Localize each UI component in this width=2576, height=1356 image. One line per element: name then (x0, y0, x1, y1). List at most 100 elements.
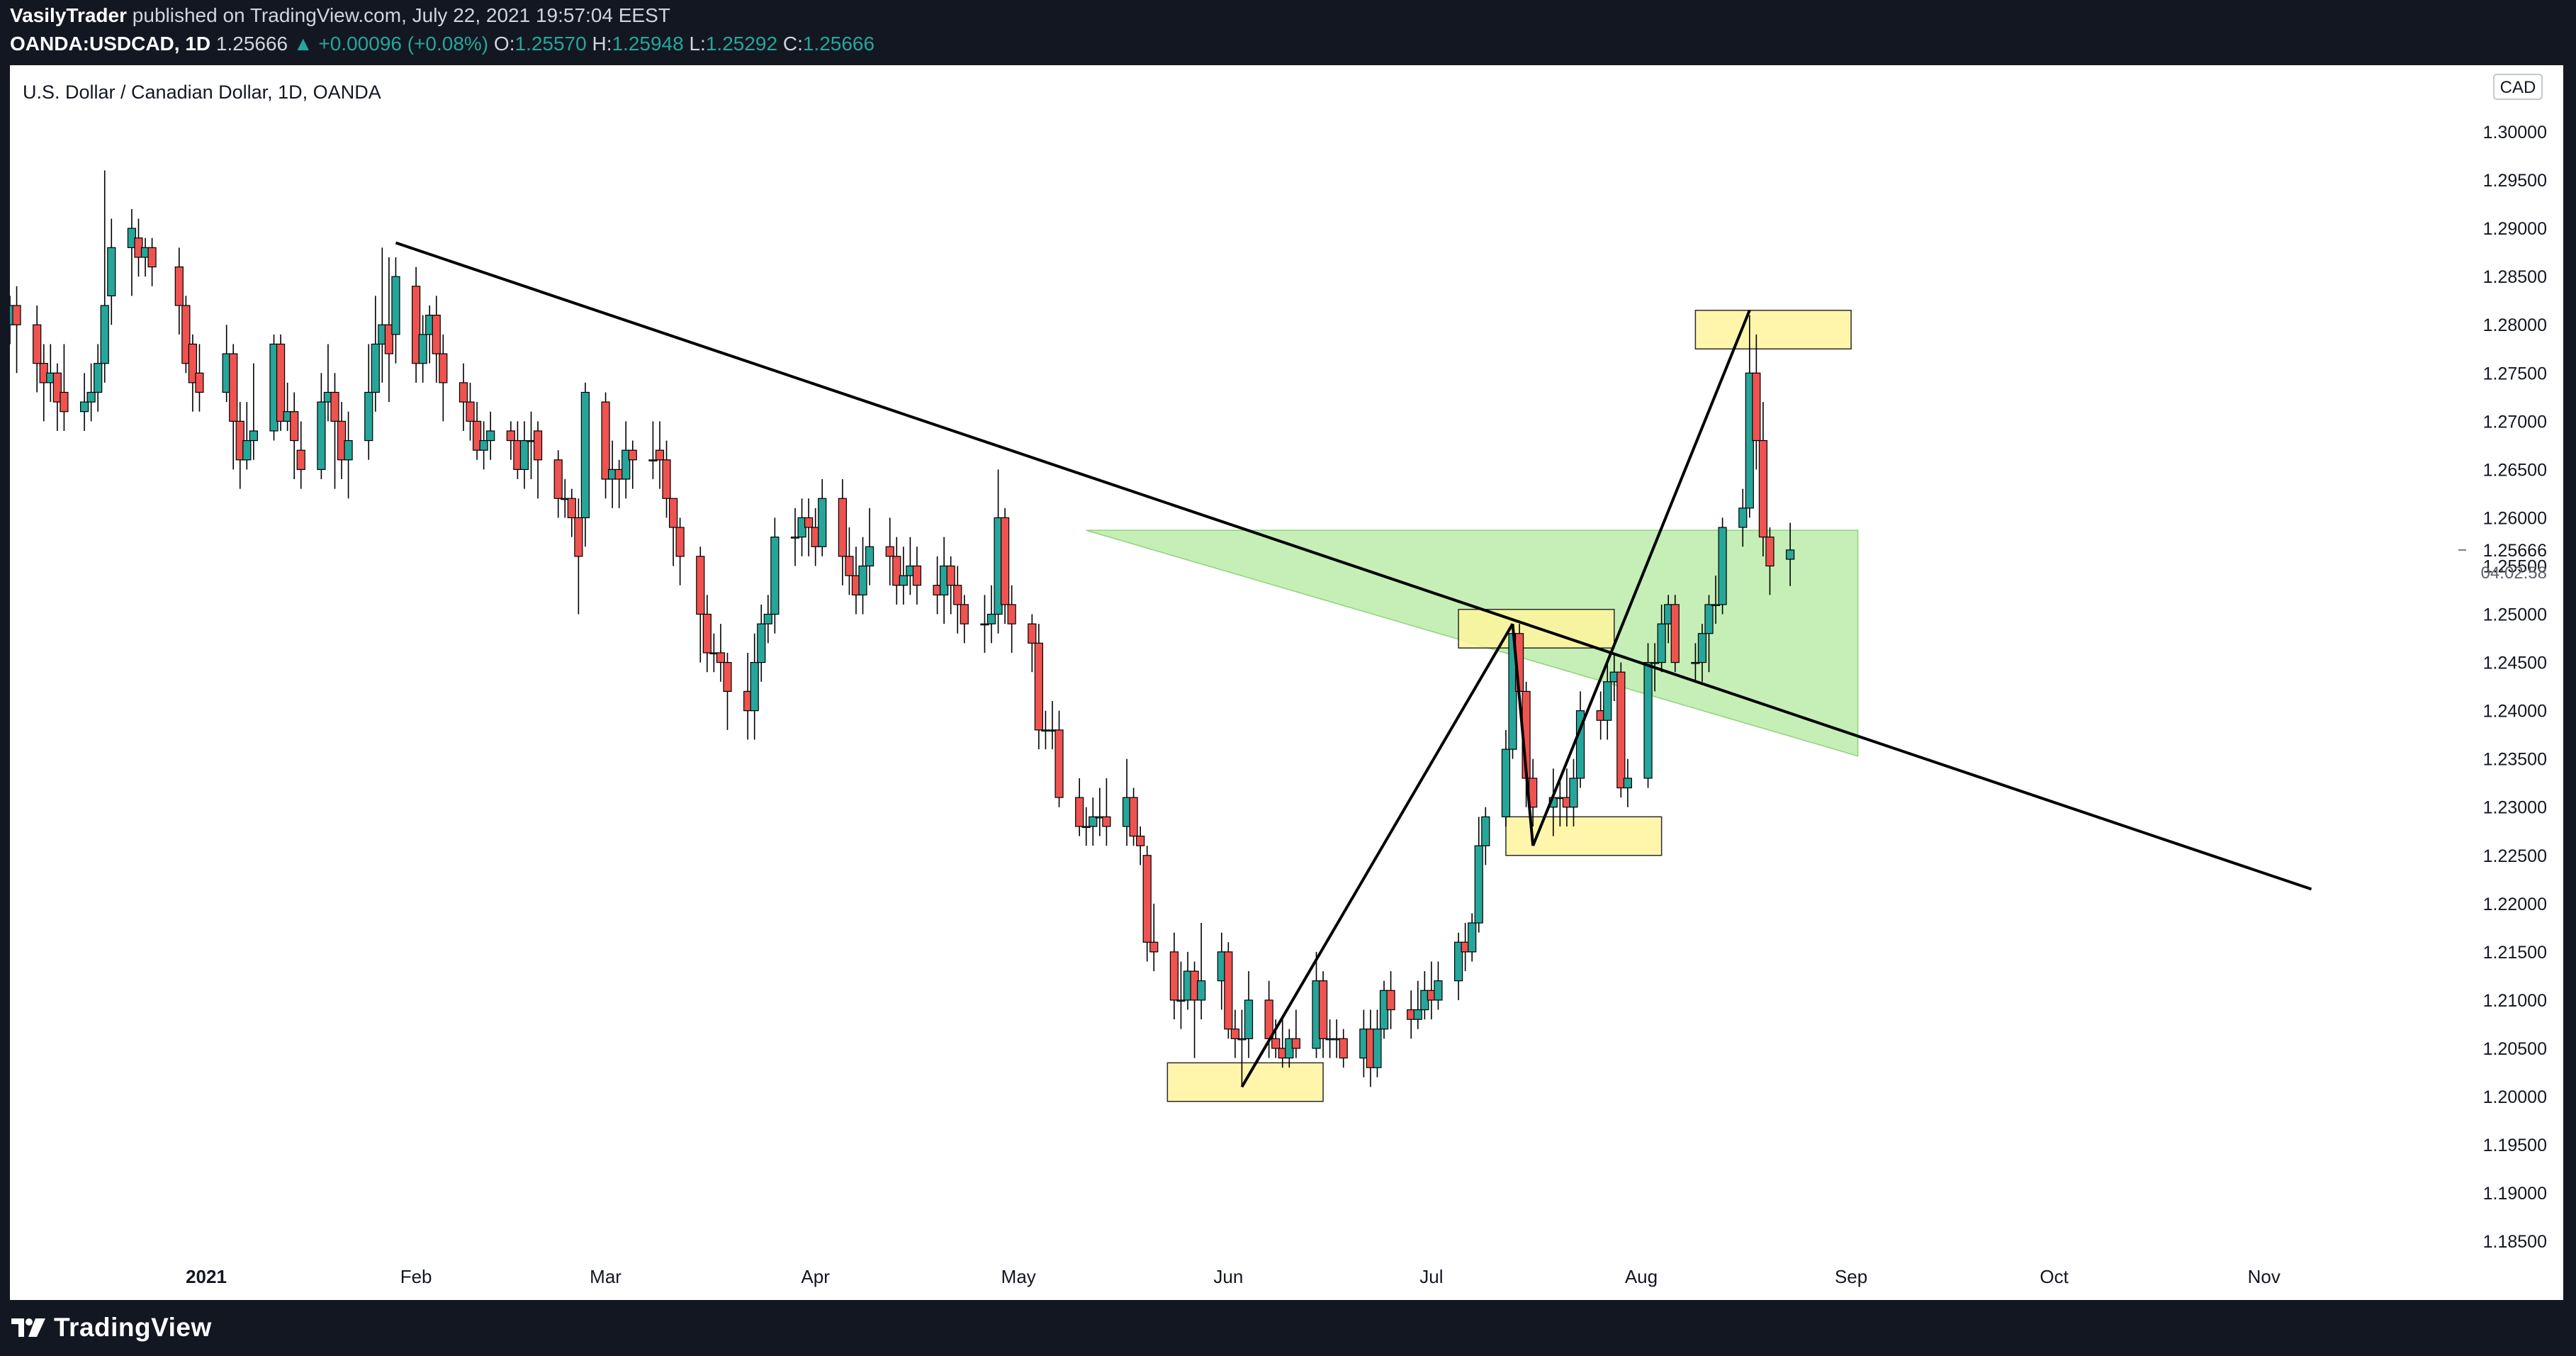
y-tick-label: 1.27000 (2483, 412, 2547, 432)
candle (912, 547, 922, 605)
x-tick-label: Feb (400, 1266, 432, 1287)
candle-body-down (181, 305, 191, 364)
candle-body-down (52, 372, 62, 403)
candle (668, 498, 678, 566)
candle-body-up (621, 449, 631, 480)
candle (439, 334, 448, 422)
candle (533, 421, 543, 499)
candle-body-down (1028, 623, 1037, 644)
y-tick-label: 1.18500 (2483, 1232, 2547, 1252)
candle-body-up (580, 391, 590, 519)
high-label: H: (592, 33, 612, 55)
x-tick-label: Jun (1213, 1266, 1243, 1287)
y-tick-label: 1.25500 (2483, 556, 2547, 576)
candle (1575, 691, 1585, 788)
candle-body-down (195, 372, 204, 393)
candle-body-down (290, 411, 299, 442)
candle (838, 478, 847, 585)
y-tick-label: 1.21500 (2483, 943, 2547, 963)
candle (1765, 527, 1774, 595)
candle (1718, 517, 1727, 615)
candle (364, 344, 373, 460)
candle (276, 334, 286, 431)
candle (1095, 788, 1104, 836)
candle-body-up (486, 430, 495, 442)
pattern-line-1 (1240, 623, 1514, 1088)
candle-body-down (533, 430, 543, 461)
tradingview-logo[interactable]: TradingView (10, 1310, 212, 1345)
candle-body-up (1481, 816, 1490, 846)
candle (601, 392, 610, 499)
candle-body-up (371, 343, 380, 393)
candle-body-down (628, 449, 637, 461)
candle (317, 373, 326, 479)
candle (229, 344, 238, 470)
candle (1786, 522, 1795, 586)
candle-body-down (330, 391, 339, 422)
candlestick-chart[interactable]: U.S. Dollar / Canadian Dollar, 1D, OANDA… (10, 65, 2563, 1300)
candle-body-up (1244, 999, 1254, 1039)
publish-date: published on TradingView.com, July 22, 2… (132, 4, 670, 26)
low-label: L: (689, 33, 706, 55)
candle (858, 537, 867, 615)
close-label: C: (782, 33, 803, 55)
trendline (395, 241, 2312, 891)
y-axis[interactable]: 1.30000 1.29500 1.29000 1.28500 1.28000 1.275… (2483, 123, 2547, 1252)
candle (1501, 729, 1511, 827)
y-tick-label: 1.20500 (2483, 1039, 2547, 1059)
candle (371, 296, 380, 412)
candle-body-up (79, 401, 89, 413)
candle-body-down (668, 498, 678, 528)
candle (188, 334, 197, 412)
candle (1075, 778, 1084, 836)
candle (1697, 624, 1707, 682)
candle-body-up (1643, 661, 1653, 779)
candle-body-down (432, 315, 441, 354)
yellow-zone-4 (1694, 310, 1852, 349)
x-tick-label: May (1001, 1266, 1036, 1287)
candle-body-down (553, 459, 563, 499)
candle-body-up (1413, 1009, 1422, 1020)
candle-body-up (1711, 604, 1721, 607)
y-tick-label: 1.21000 (2483, 991, 2547, 1011)
candle (1291, 1009, 1300, 1058)
candle (567, 488, 576, 537)
candle-body-up (1468, 922, 1477, 953)
candle-body-down (702, 613, 712, 654)
candle (1237, 1009, 1247, 1087)
pattern-line-2 (1511, 623, 1535, 846)
candle-body-down (1264, 999, 1273, 1039)
candle-body-up (1575, 710, 1585, 779)
candle-body-up (479, 439, 488, 451)
yellow-zone-2 (1458, 608, 1615, 649)
candle (1318, 971, 1328, 1058)
yellow-zone-3 (1505, 816, 1663, 856)
tradingview-logo-icon (11, 1318, 45, 1337)
currency-box[interactable] (2493, 74, 2543, 100)
candle-body-down (412, 286, 421, 364)
candles-layer (10, 170, 1795, 1087)
candle-body-down (1102, 816, 1111, 827)
candle (892, 537, 901, 605)
y-tick-label: 1.26500 (2483, 460, 2547, 480)
candle-body-down (506, 430, 515, 442)
candle-body-up (1786, 549, 1795, 560)
open-value: 1.25570 (514, 33, 587, 55)
candle-body-down (838, 498, 847, 557)
candle (696, 547, 705, 663)
candle-body-down (1318, 980, 1328, 1039)
candle-body-up (1691, 661, 1700, 664)
candle-body-down (1752, 372, 1761, 442)
candle-body-up (1434, 980, 1443, 1001)
candle (553, 450, 563, 518)
y-tick-label: 1.19500 (2483, 1136, 2547, 1155)
candle-body-up (986, 613, 996, 624)
candle-body-down (1224, 951, 1233, 1030)
candle-body-up (1373, 1029, 1382, 1068)
chart-frame[interactable]: U.S. Dollar / Canadian Dollar, 1D, OANDA… (10, 65, 2563, 1300)
x-axis[interactable]: 2021 Feb Mar Apr May Jun Jul Aug Sep Oct Nov (186, 1266, 2280, 1287)
candle (1089, 797, 1098, 846)
candle-body-down (804, 517, 814, 528)
candle-body-up (1650, 661, 1660, 664)
author-name[interactable]: VasilyTrader (10, 4, 128, 26)
